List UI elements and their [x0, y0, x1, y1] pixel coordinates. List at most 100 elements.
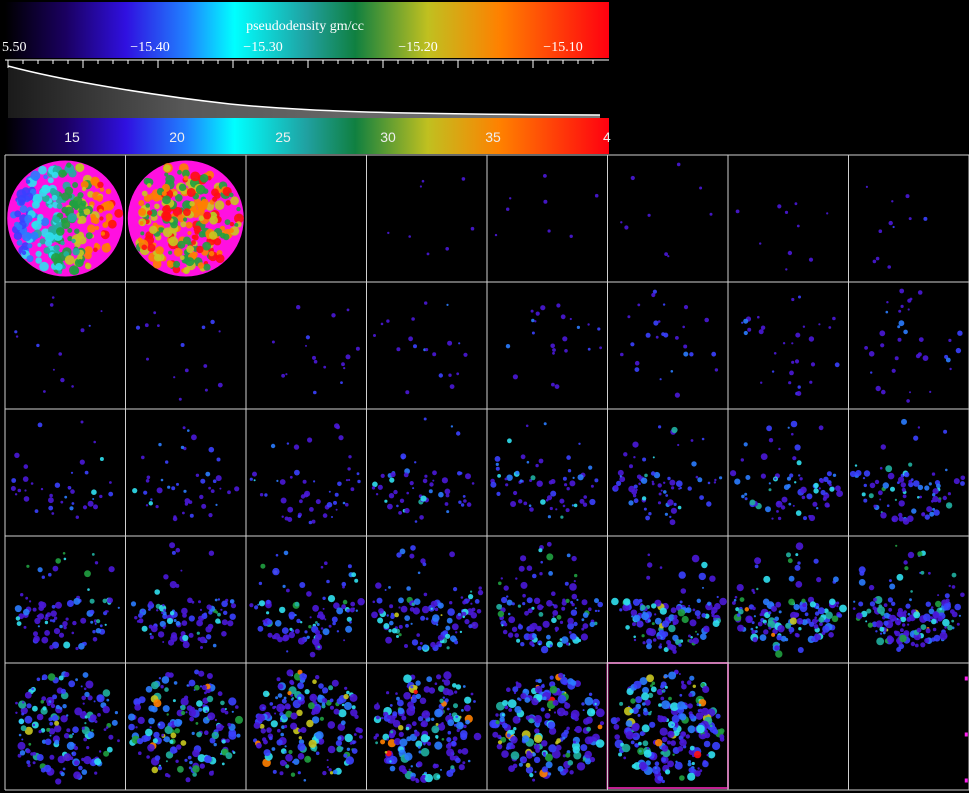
- blob: [549, 709, 551, 711]
- blob: [84, 209, 91, 216]
- blob: [478, 590, 483, 595]
- blob: [477, 609, 482, 614]
- blob: [407, 685, 409, 687]
- blob: [897, 611, 903, 617]
- blob: [689, 352, 693, 356]
- blob: [586, 717, 593, 724]
- blob: [280, 733, 284, 737]
- blob: [463, 725, 466, 728]
- blob: [552, 352, 555, 355]
- colorbar-title: pseudodensity gm/cc: [246, 19, 364, 34]
- blob: [667, 499, 673, 505]
- blob: [537, 481, 543, 487]
- blob: [229, 228, 234, 233]
- blob: [183, 176, 188, 181]
- blob: [128, 714, 135, 721]
- blob: [880, 633, 882, 635]
- blob: [433, 764, 438, 769]
- blob: [83, 738, 87, 742]
- blob: [442, 738, 445, 741]
- blob: [903, 610, 907, 614]
- blob: [158, 724, 160, 726]
- blob: [656, 336, 659, 339]
- blob: [600, 721, 604, 725]
- blob: [315, 648, 317, 650]
- blob: [798, 385, 801, 388]
- blob: [149, 226, 157, 234]
- blob: [412, 639, 418, 645]
- blob: [192, 765, 200, 773]
- blob: [750, 500, 756, 506]
- blob: [461, 709, 464, 712]
- blob: [791, 342, 793, 344]
- blob: [719, 598, 727, 606]
- blob: [85, 681, 93, 689]
- blob: [84, 570, 91, 577]
- blob: [117, 739, 120, 742]
- blob: [741, 495, 745, 499]
- blob: [791, 361, 794, 364]
- blob: [496, 467, 500, 471]
- blob: [156, 609, 158, 611]
- blob: [422, 606, 429, 613]
- blob: [926, 628, 931, 633]
- blob: [103, 706, 110, 713]
- blob: [174, 248, 183, 257]
- blob: [338, 435, 343, 440]
- blob: [70, 489, 75, 494]
- blob: [633, 615, 640, 622]
- blob: [30, 232, 38, 240]
- blob: [74, 229, 79, 234]
- blob: [215, 504, 217, 506]
- blob: [564, 483, 567, 486]
- blob: [443, 671, 451, 679]
- blob: [90, 714, 97, 721]
- blob: [45, 739, 52, 746]
- blob: [711, 352, 716, 357]
- blob: [154, 589, 160, 595]
- blob: [911, 478, 914, 481]
- blob: [168, 251, 172, 255]
- blob: [707, 754, 709, 756]
- blob: [540, 561, 543, 564]
- blob: [377, 598, 383, 604]
- blob: [575, 607, 577, 609]
- blob: [109, 204, 114, 209]
- blob: [663, 482, 665, 484]
- blob: [505, 483, 508, 486]
- blob: [553, 604, 557, 608]
- blob: [911, 642, 915, 646]
- blob: [891, 516, 898, 523]
- blob: [537, 604, 543, 610]
- blob: [134, 616, 137, 619]
- blob: [192, 601, 195, 604]
- blob: [795, 444, 801, 450]
- blob: [60, 241, 64, 245]
- blob: [354, 733, 357, 736]
- blob: [671, 486, 674, 489]
- blob: [899, 500, 905, 506]
- blob: [658, 645, 662, 649]
- blob: [771, 518, 773, 520]
- blob: [380, 739, 385, 744]
- blob: [312, 520, 316, 524]
- blob: [60, 378, 64, 382]
- blob: [654, 613, 656, 615]
- blob: [254, 479, 256, 481]
- blob: [284, 697, 287, 700]
- blob: [87, 588, 90, 591]
- blob: [565, 582, 569, 586]
- bottom-tick-label: 20: [169, 129, 185, 145]
- blob: [231, 603, 236, 608]
- blob: [59, 676, 64, 681]
- blob: [132, 488, 137, 493]
- blob: [192, 732, 195, 735]
- blob: [343, 502, 346, 505]
- blob: [952, 573, 957, 578]
- blob: [206, 634, 211, 639]
- blob: [900, 628, 904, 632]
- blob: [142, 626, 148, 632]
- blob: [702, 587, 704, 589]
- blob: [274, 713, 276, 715]
- blob: [390, 766, 396, 772]
